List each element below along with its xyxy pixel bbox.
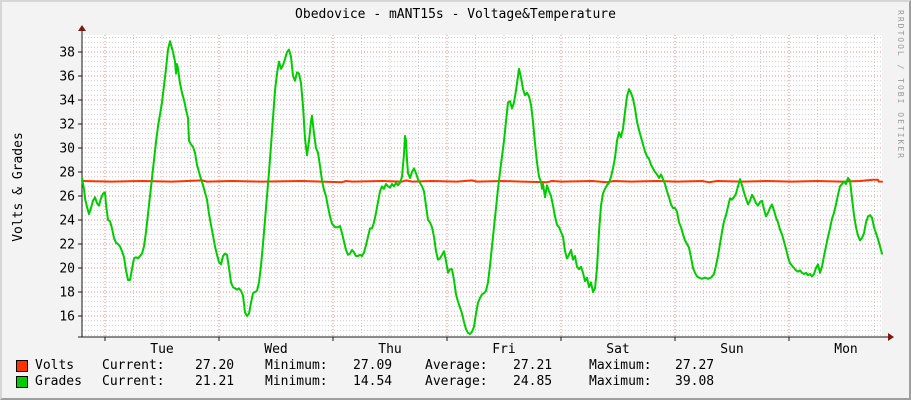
x-tick-label: Sat xyxy=(606,342,629,357)
x-axis-arrow xyxy=(888,333,894,341)
y-tick-label: 34 xyxy=(59,94,75,109)
legend-stat-key: Current: xyxy=(102,358,165,373)
chart-canvas: 38 36 34 32 30 28 26 24 22 20 18 16 Tue Wed Thu Fri Sat S… xyxy=(59,25,894,357)
legend-stat-value-current: 27.20 xyxy=(195,358,235,373)
y-tick-label: 30 xyxy=(59,142,75,157)
legend-stat-key: Minimum: xyxy=(265,358,328,373)
x-tick-label: Mon xyxy=(834,342,857,357)
legend-stat-value-average: 27.21 xyxy=(513,358,553,373)
legend-stat-key: Minimum: xyxy=(265,373,328,389)
legend-series-name: Grades xyxy=(35,373,82,389)
legend: Volts Current: 27.20 Minimum: 27.09 Average: 2… xyxy=(2,359,909,395)
legend-stat-key: Current: xyxy=(102,373,165,389)
y-tick-label: 28 xyxy=(59,166,75,181)
legend-swatch-grades xyxy=(16,375,28,388)
y-tick-label: 22 xyxy=(59,238,75,253)
legend-stat-key: Maximum: xyxy=(589,373,652,389)
y-tick-label: 20 xyxy=(59,262,75,277)
legend-stat-value-maximum: 27.27 xyxy=(675,358,715,373)
series-line-grades xyxy=(81,40,883,335)
legend-stat-value-minimum: 14.54 xyxy=(353,373,393,389)
x-tick-label: Sun xyxy=(720,342,743,357)
y-tick-label: 38 xyxy=(59,46,75,61)
y-axis-arrow xyxy=(78,25,86,31)
y-tick-label: 24 xyxy=(59,214,75,229)
legend-stat-key: Average: xyxy=(425,373,488,389)
legend-stat-key: Average: xyxy=(425,358,488,373)
legend-row-volts: Volts Current: 27.20 Minimum: 27.09 Average: 2… xyxy=(2,359,909,374)
y-tick-label: 18 xyxy=(59,286,75,301)
legend-stat-key: Maximum: xyxy=(589,358,652,373)
graph-title: Obedovice - mANT15s - Voltage&Temperatur… xyxy=(295,7,616,22)
legend-row-grades: Grades Current: 21.21 Minimum: 14.54 Average:… xyxy=(2,375,909,390)
rrdtool-watermark: RRDTOOL / TOBI OETIKER xyxy=(896,10,905,160)
legend-stat-value-average: 24.85 xyxy=(513,373,553,389)
y-tick-label: 26 xyxy=(59,190,75,205)
legend-swatch-volts xyxy=(16,360,28,372)
y-tick-label: 16 xyxy=(59,310,75,325)
x-tick-label: Fri xyxy=(492,342,515,357)
x-tick-label: Thu xyxy=(378,342,401,357)
x-tick-label: Tue xyxy=(150,342,174,357)
y-tick-label: 32 xyxy=(59,118,75,133)
legend-stat-value-minimum: 27.09 xyxy=(353,358,393,373)
legend-stat-value-maximum: 39.08 xyxy=(675,373,715,389)
legend-stat-value-current: 21.21 xyxy=(195,373,235,389)
y-tick-label: 36 xyxy=(59,70,75,85)
legend-series-name: Volts xyxy=(35,358,75,373)
x-tick-label: Wed xyxy=(264,342,287,357)
